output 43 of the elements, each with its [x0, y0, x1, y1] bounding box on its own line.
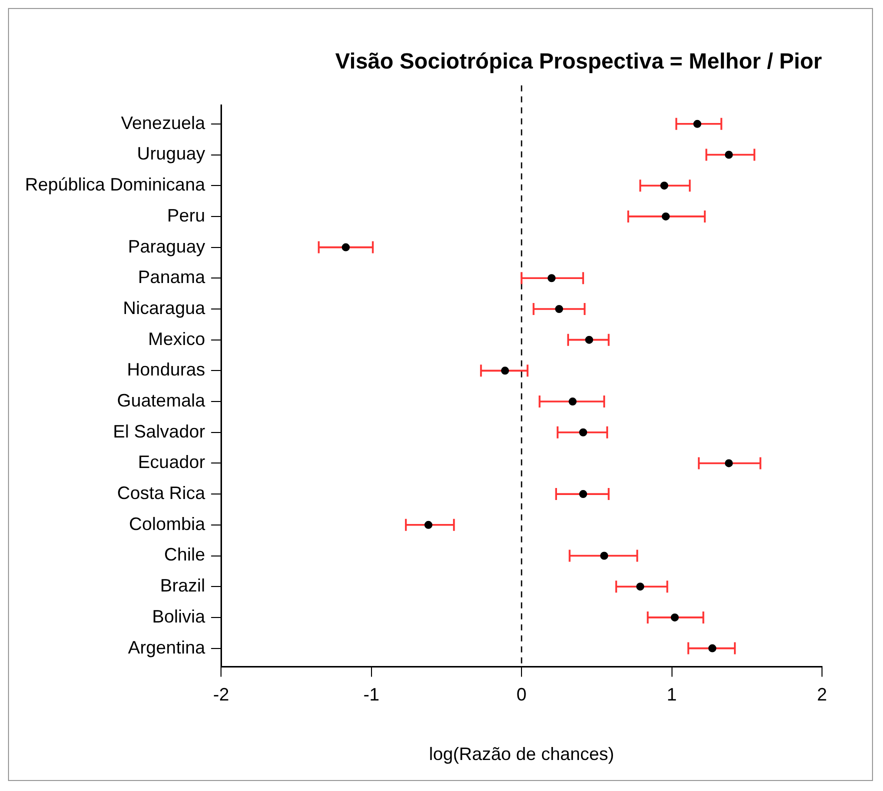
point	[724, 150, 733, 159]
x-tick-label: -2	[213, 684, 230, 705]
y-tick-label: Uruguay	[137, 144, 206, 164]
point	[424, 520, 432, 529]
x-axis-title: log(Razão de chances)	[428, 744, 614, 764]
point	[555, 304, 564, 313]
point	[660, 182, 668, 190]
point	[724, 459, 733, 468]
y-tick-label: Guatemala	[117, 390, 206, 410]
y-tick-label: El Salvador	[113, 421, 206, 442]
y-tick-label: Mexico	[148, 328, 206, 349]
point	[501, 366, 510, 375]
y-tick-label: Argentina	[128, 637, 206, 658]
point	[708, 644, 716, 652]
point	[579, 428, 588, 436]
y-tick-label: Colombia	[129, 514, 206, 534]
point	[600, 552, 608, 560]
y-tick-label: Peru	[167, 205, 206, 226]
point	[342, 243, 350, 252]
y-tick-label: Panama	[138, 267, 206, 288]
y-tick-label: Venezuela	[121, 112, 206, 133]
x-tick-label: 1	[666, 684, 677, 705]
point	[568, 398, 577, 406]
y-tick-label: Bolivia	[152, 606, 206, 626]
chart-title: Visão Sociotrópica Prospectiva = Melhor / Pior	[335, 48, 822, 74]
point	[670, 613, 679, 622]
point	[636, 582, 644, 591]
y-tick-label: Costa Rica	[117, 483, 206, 504]
y-tick-label: Brazil	[160, 576, 206, 596]
x-tick-label: -1	[363, 684, 380, 705]
y-tick-label: República Dominicana	[24, 174, 206, 195]
x-tick-label: 2	[816, 684, 828, 705]
point	[585, 336, 594, 344]
x-tick-label: 0	[516, 684, 527, 705]
y-tick-label: Honduras	[127, 360, 206, 380]
y-tick-label: Ecuador	[138, 452, 206, 472]
point	[693, 120, 702, 128]
point	[579, 490, 588, 498]
point	[662, 212, 670, 220]
y-tick-label: Paraguay	[128, 236, 206, 256]
point	[548, 274, 556, 282]
y-tick-label: Nicaragua	[123, 298, 206, 318]
y-tick-label: Chile	[164, 544, 206, 565]
